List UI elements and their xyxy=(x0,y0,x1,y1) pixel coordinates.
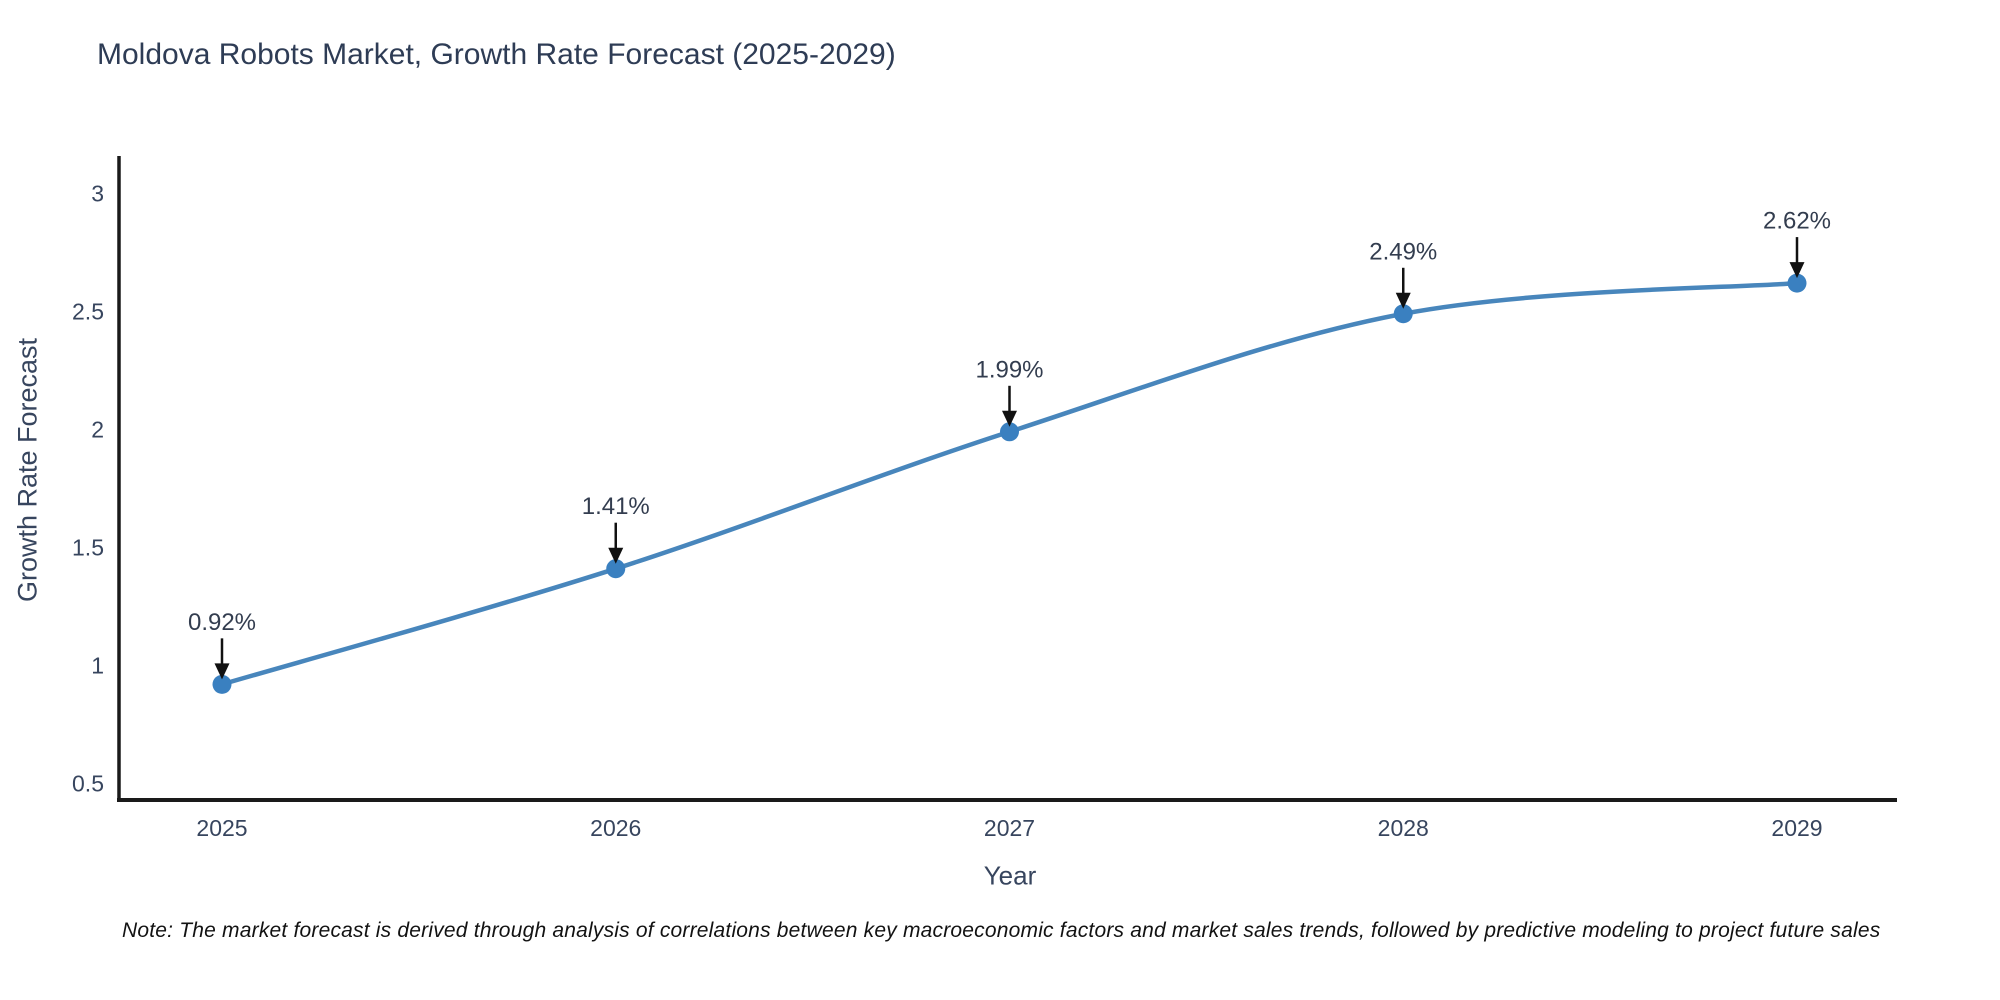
data-point-marker xyxy=(1000,422,1019,442)
annotation-arrowhead xyxy=(1789,262,1805,279)
x-tick-label: 2026 xyxy=(590,815,641,841)
chart-title: Moldova Robots Market, Growth Rate Forec… xyxy=(97,38,896,71)
y-tick-label: 1 xyxy=(91,652,104,678)
x-tick-label: 2027 xyxy=(984,815,1035,841)
annotation-arrowhead xyxy=(608,547,624,564)
x-tick-label: 2029 xyxy=(1771,815,1822,841)
annotation-arrowhead xyxy=(1395,292,1411,309)
x-tick-label: 2028 xyxy=(1378,815,1429,841)
y-tick-label: 3 xyxy=(91,180,104,206)
data-point-marker xyxy=(606,559,626,579)
annotation-arrowhead xyxy=(214,663,230,680)
data-point-marker xyxy=(1787,273,1807,293)
point-annotation-label: 1.99% xyxy=(975,356,1043,383)
point-annotation-label: 2.62% xyxy=(1763,208,1831,235)
data-point-marker xyxy=(1393,304,1413,324)
x-tick-label: 2025 xyxy=(196,815,247,841)
y-tick-label: 2 xyxy=(91,416,104,442)
y-tick-label: 2.5 xyxy=(72,298,104,324)
point-annotation-label: 0.92% xyxy=(188,609,256,636)
point-annotation-label: 1.41% xyxy=(582,493,650,520)
forecast-line xyxy=(219,280,1800,687)
y-tick-label: 0.5 xyxy=(72,770,104,796)
data-point-marker xyxy=(212,674,232,694)
x-axis-title: Year xyxy=(983,860,1037,891)
y-tick-label: 1.5 xyxy=(72,534,104,560)
point-annotation-label: 2.49% xyxy=(1369,238,1437,265)
annotation-arrowhead xyxy=(1002,410,1017,427)
footnote-text: Note: The market forecast is derived thr… xyxy=(122,919,1881,942)
